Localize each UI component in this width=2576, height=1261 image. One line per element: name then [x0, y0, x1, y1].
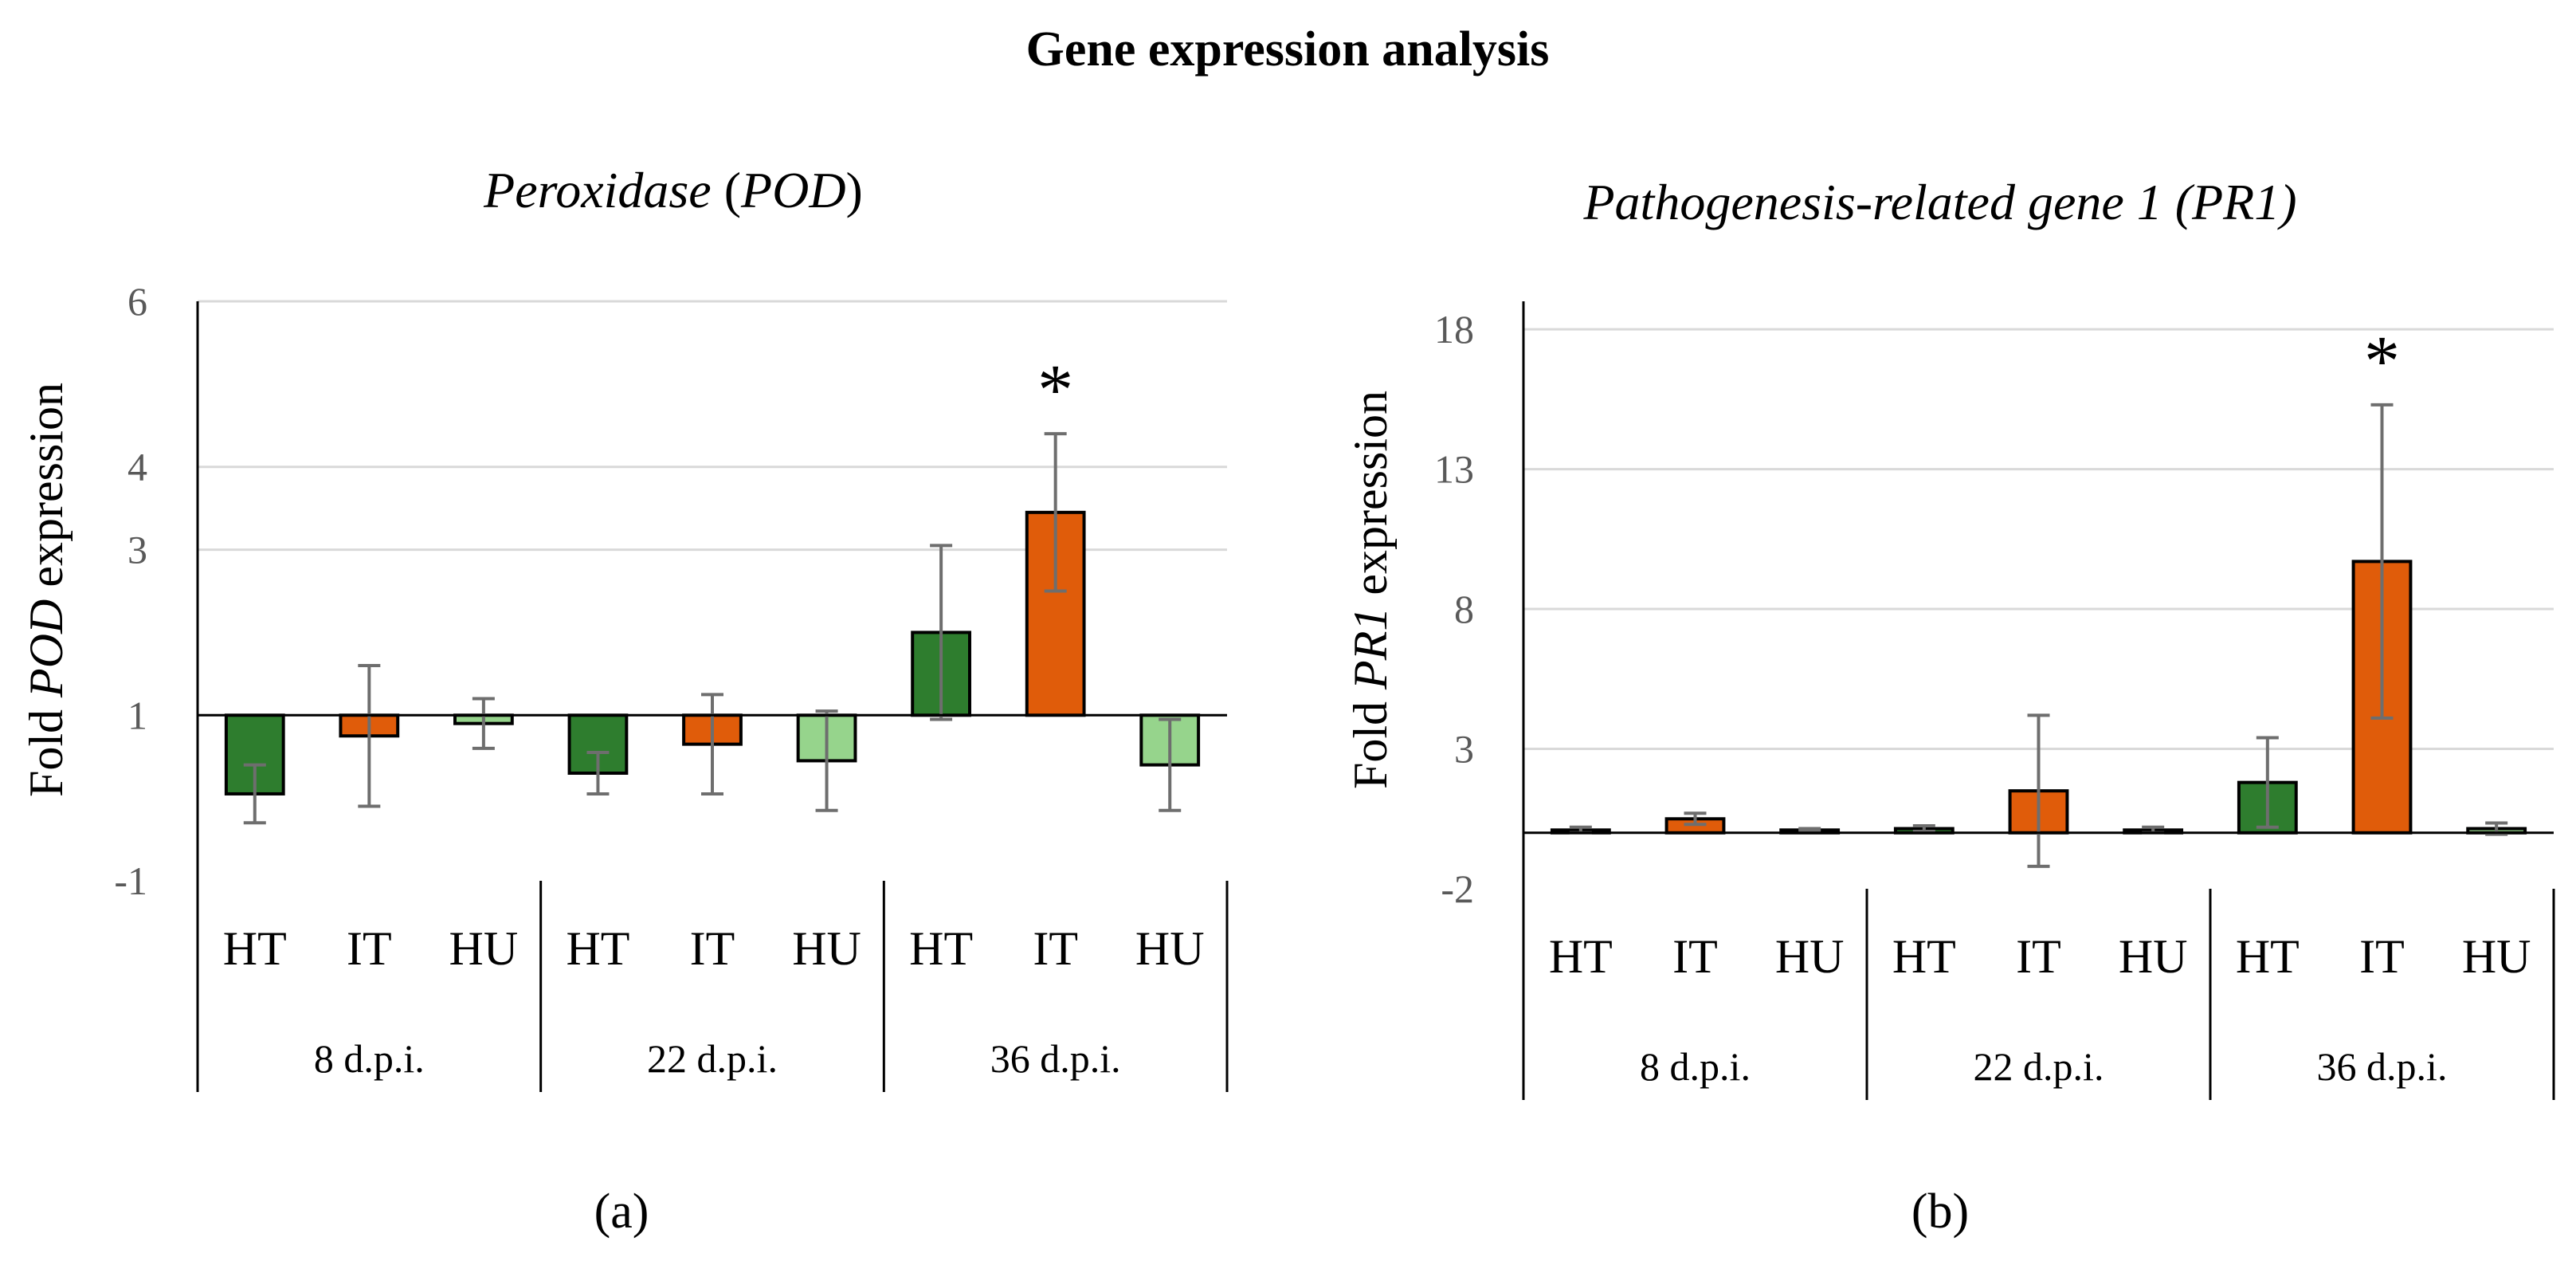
category-label: IT: [347, 922, 392, 975]
y-tick-label: 4: [127, 445, 147, 489]
y-tick-label: 8: [1454, 587, 1474, 631]
category-labels-b: HT IT HU HT IT HU HT IT HU 8 d.p.i. 22 d.p.i. 36 d.…: [1549, 930, 2531, 1089]
panel-label-a: (a): [594, 1184, 649, 1239]
significance-marker: *: [2364, 322, 2400, 401]
group-label: 8 d.p.i.: [314, 1036, 425, 1081]
group-label: 36 d.p.i.: [2317, 1044, 2448, 1089]
category-label: HT: [223, 922, 287, 975]
bars-b: *: [1550, 322, 2527, 868]
y-tick-label: 13: [1434, 447, 1474, 492]
y-tick-label: 3: [127, 528, 147, 572]
bars-a: *: [224, 351, 1201, 825]
group-label: 36 d.p.i.: [990, 1036, 1121, 1081]
category-label: HU: [792, 922, 861, 975]
axes-b: [1522, 301, 2555, 1100]
group-label: 8 d.p.i.: [1640, 1044, 1751, 1089]
category-label: IT: [2016, 930, 2061, 983]
y-tick-label: 18: [1434, 307, 1474, 352]
category-label: HT: [2236, 930, 2300, 983]
category-label: HT: [566, 922, 629, 975]
y-ticks-b: -2 3 8 13 18: [1434, 307, 1474, 911]
category-label: HT: [1549, 930, 1613, 983]
panel-label-b: (b): [1911, 1184, 1969, 1239]
y-tick-label: 1: [127, 693, 147, 737]
category-label: HU: [1775, 930, 1845, 983]
category-label: HT: [1892, 930, 1956, 983]
category-label: HU: [2119, 930, 2188, 983]
category-label: HT: [909, 922, 973, 975]
category-label: HU: [1135, 922, 1205, 975]
y-tick-label: -1: [114, 858, 147, 903]
chart-title-b: Pathogenesis-related gene 1 (PR1): [1582, 174, 2296, 230]
significance-marker: *: [1037, 351, 1073, 430]
category-label: IT: [1033, 922, 1078, 975]
y-axis-label-b: Fold PR1 expression: [1344, 391, 1397, 789]
figure-title: Gene expression analysis: [1026, 22, 1550, 77]
y-tick-label: -2: [1441, 866, 1474, 911]
category-label: IT: [690, 922, 735, 975]
category-labels-a: HT IT HU HT IT HU HT IT HU 8 d.p.i. 22 d.p.i. 36 d.…: [223, 922, 1205, 1081]
category-label: HU: [2462, 930, 2531, 983]
category-label: IT: [1672, 930, 1718, 983]
chart-panel-a: Peroxidase (POD) Fold POD expression -1 1…: [20, 162, 1229, 1239]
group-label: 22 d.p.i.: [647, 1036, 778, 1081]
category-label: IT: [2359, 930, 2405, 983]
category-label: HU: [449, 922, 519, 975]
chart-title-a: Peroxidase (POD): [483, 162, 863, 218]
y-tick-label: 3: [1454, 727, 1474, 772]
axes-a: [196, 301, 1229, 1092]
chart-panel-b: Pathogenesis-related gene 1 (PR1) Fold P…: [1344, 174, 2555, 1239]
y-axis-label-a: Fold POD expression: [20, 383, 73, 797]
y-ticks-a: -1 1 3 4 6: [114, 279, 147, 903]
y-tick-label: 6: [127, 279, 147, 324]
group-label: 22 d.p.i.: [1974, 1044, 2104, 1089]
